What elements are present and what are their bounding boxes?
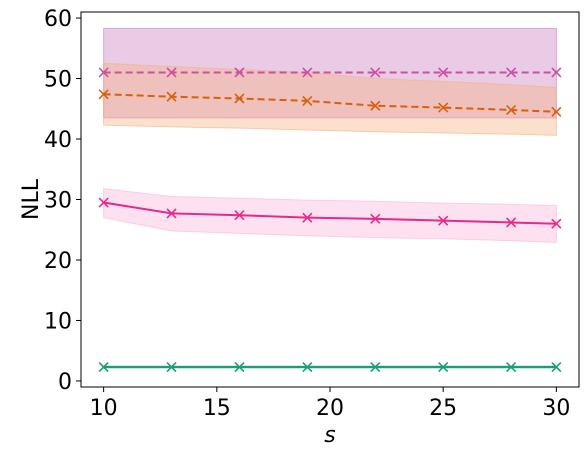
series-0-point-3 [302,67,313,78]
series-2-line [103,201,557,225]
series-0-point-1 [166,67,177,78]
x-tick-label: 15 [203,396,231,421]
y-tick-label: 50 [44,68,72,93]
series-markers [98,67,562,373]
series-lines [103,71,557,369]
y-tick-label: 30 [44,189,72,214]
series-0-point-5 [438,67,449,78]
series-2-band [103,188,557,243]
y-tick-label: 40 [44,128,72,153]
series-3-point-7 [551,361,562,373]
series-1-point-3 [302,95,313,106]
series-1-point-6 [506,104,517,116]
y-axis-label: NLL [19,178,44,220]
series-2-point-5 [438,215,449,226]
series-0-point-7 [551,67,562,78]
series-2-point-0 [98,197,109,208]
series-2-point-7 [551,218,562,229]
y-tick-label: 60 [44,7,72,32]
series-3-point-3 [302,361,313,373]
series-2-point-2 [234,210,245,221]
series-1-point-4 [370,100,381,111]
x-tick-label: 10 [90,396,118,421]
x-tick-label: 25 [429,396,457,421]
series-2-point-4 [370,213,381,224]
series-0-point-4 [370,67,381,78]
confidence-bands [103,27,557,369]
series-0-point-0 [98,67,109,78]
series-0-point-6 [506,67,517,78]
x-axis-ticks: 10 15 20 25 30 [90,387,570,421]
y-tick-label: 10 [44,309,72,334]
series-3-point-5 [438,361,449,373]
series-1-band [103,62,557,136]
y-tick-label: 20 [44,249,72,274]
series-2-point-6 [506,217,517,228]
series-1-point-1 [166,91,177,102]
y-axis-ticks: 0 10 20 30 40 50 60 [44,7,81,395]
series-2-point-3 [302,212,313,223]
series-1-line [103,93,557,113]
series-3-point-4 [370,361,381,373]
series-3-point-6 [506,361,517,373]
series-2-point-1 [166,208,177,219]
x-tick-label: 30 [542,396,570,421]
series-3-point-2 [234,361,245,373]
y-tick-label: 0 [58,370,72,395]
series-3-point-1 [166,361,177,373]
series-3-point-0 [98,361,109,373]
series-1-point-0 [98,89,109,100]
x-axis-label: s [324,423,335,448]
x-tick-label: 20 [316,396,344,421]
series-1-point-2 [234,93,245,104]
series-1-point-5 [438,102,449,113]
series-1-point-7 [551,106,562,117]
series-0-point-2 [234,67,245,78]
